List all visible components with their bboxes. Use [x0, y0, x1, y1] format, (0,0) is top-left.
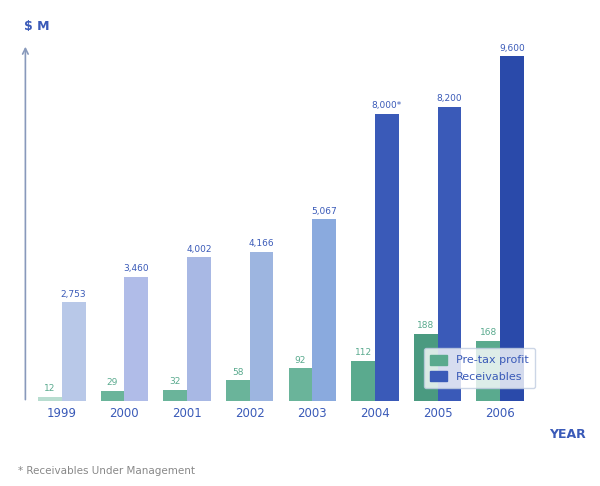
Bar: [289, 368, 313, 401]
Bar: [476, 341, 500, 401]
Bar: [250, 252, 274, 401]
Bar: [163, 390, 187, 401]
Text: 168: 168: [480, 329, 497, 337]
Text: 4,002: 4,002: [186, 245, 212, 254]
Text: 92: 92: [295, 356, 306, 364]
Text: 3,460: 3,460: [124, 264, 149, 274]
Text: * Receivables Under Management: * Receivables Under Management: [18, 466, 195, 476]
Bar: [62, 302, 86, 401]
Bar: [414, 334, 437, 401]
Bar: [124, 277, 148, 401]
Text: 188: 188: [417, 321, 434, 330]
Text: YEAR: YEAR: [549, 428, 586, 441]
Text: 2,753: 2,753: [61, 290, 86, 299]
Bar: [226, 381, 250, 401]
Bar: [437, 106, 461, 401]
Text: 112: 112: [355, 348, 371, 358]
Text: 4,166: 4,166: [249, 239, 274, 248]
Text: 9,600: 9,600: [499, 44, 525, 52]
Text: 8,200: 8,200: [437, 94, 463, 103]
Text: 8,000*: 8,000*: [372, 101, 402, 110]
Bar: [500, 56, 524, 401]
Legend: Pre-tax profit, Receivables: Pre-tax profit, Receivables: [424, 348, 535, 388]
Bar: [187, 258, 211, 401]
Bar: [375, 114, 399, 401]
Text: $ M: $ M: [24, 20, 50, 33]
Text: 5,067: 5,067: [311, 207, 337, 216]
Text: 29: 29: [107, 378, 118, 387]
Text: 58: 58: [232, 368, 244, 377]
Bar: [313, 219, 336, 401]
Bar: [101, 391, 124, 401]
Bar: [351, 361, 375, 401]
Bar: [38, 397, 62, 401]
Text: 32: 32: [169, 377, 181, 386]
Text: 12: 12: [44, 384, 56, 393]
